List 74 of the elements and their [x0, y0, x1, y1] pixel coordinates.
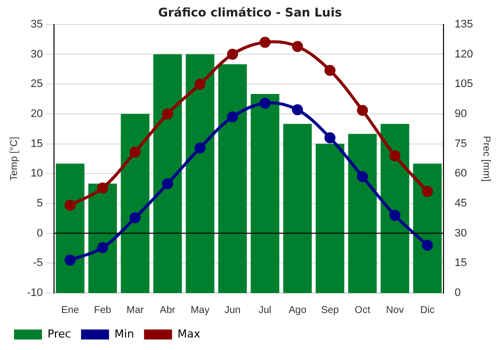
point [227, 111, 238, 122]
bar [153, 54, 182, 293]
point [64, 254, 76, 266]
bar [186, 54, 214, 293]
bar [283, 124, 312, 293]
y2-tick-label: 30 [454, 227, 467, 240]
point [292, 40, 303, 52]
y2-tick-label: 105 [454, 78, 474, 90]
point [292, 104, 303, 116]
point [97, 182, 108, 194]
y2-tick-label: 60 [454, 168, 467, 180]
point [97, 242, 108, 254]
y-tick-label: 35 [30, 18, 43, 30]
y2-tick-label: 0 [454, 287, 461, 300]
x-tick-label: Oct [354, 304, 370, 316]
y-tick-label: -5 [33, 257, 43, 270]
x-tick-label: Dic [420, 304, 435, 316]
y2-tick-label: 135 [454, 18, 474, 30]
bar [218, 64, 247, 293]
y-tick-label: 15 [30, 138, 43, 150]
y2-tick-label: 45 [454, 198, 467, 210]
point [260, 98, 271, 109]
point [324, 64, 336, 76]
y2-tick-label: 90 [454, 108, 467, 120]
y2-tick-label: 120 [454, 48, 474, 60]
y2-tick-label: 75 [454, 138, 467, 150]
y-tick-label: 25 [30, 78, 43, 90]
bar [250, 94, 280, 293]
bar [88, 184, 117, 293]
y-tick-label: 5 [36, 198, 43, 210]
legend-label: Max [178, 327, 201, 340]
point [130, 212, 141, 224]
point [260, 36, 271, 48]
legend-label: Min [114, 327, 134, 340]
bar [316, 144, 344, 293]
bar [348, 134, 377, 293]
y-tick-label: 10 [30, 168, 43, 180]
point [324, 132, 336, 144]
x-tick-label: Sep [321, 304, 340, 316]
x-tick-label: Ene [61, 304, 80, 316]
y-tick-label: 20 [30, 108, 43, 120]
x-tick-label: Feb [94, 304, 112, 316]
y-tick-label: 0 [36, 227, 43, 240]
chart-title: Gráfico climático - San Luis [158, 5, 342, 20]
point [162, 178, 174, 190]
x-tick-label: Nov [386, 304, 404, 316]
point [64, 200, 76, 211]
point [356, 171, 368, 182]
point [194, 142, 206, 154]
x-tick-label: Mar [126, 304, 144, 316]
point [130, 146, 141, 158]
point [422, 186, 433, 198]
y-tick-label: -10 [26, 287, 43, 300]
y-tick-label: 30 [30, 48, 43, 60]
x-tick-label: Jul [258, 304, 272, 316]
x-tick-label: Ago [288, 304, 307, 316]
point [422, 240, 433, 251]
x-tick-label: Jun [224, 304, 241, 316]
point [194, 78, 206, 90]
x-tick-label: Abr [160, 304, 176, 316]
bar [413, 164, 442, 293]
y-axis-title: Temp [°C] [8, 136, 20, 181]
bar [380, 124, 410, 293]
point [162, 108, 174, 120]
point [389, 210, 400, 221]
point [389, 150, 400, 162]
y2-axis-title: Prec [mm] [480, 136, 492, 182]
point [227, 48, 238, 60]
bar [120, 114, 150, 293]
legend-label: Prec [48, 327, 72, 340]
bar [56, 164, 84, 293]
point [356, 104, 368, 116]
x-tick-label: May [190, 304, 210, 316]
y2-tick-label: 15 [454, 257, 467, 270]
